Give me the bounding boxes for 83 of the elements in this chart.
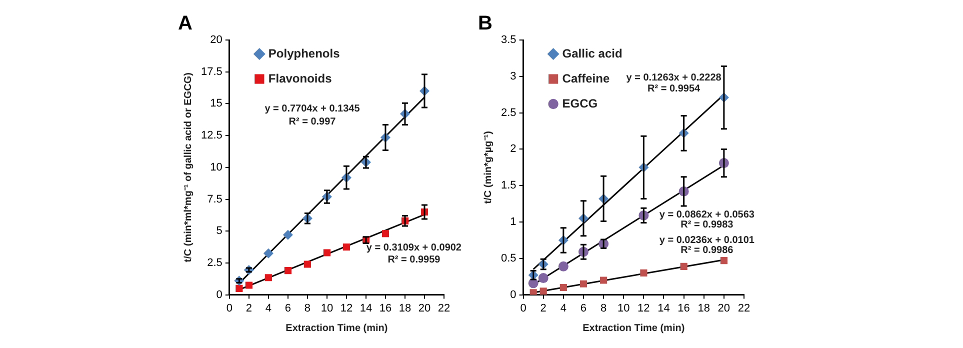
x-tick-label: 2 — [246, 302, 252, 314]
point — [264, 274, 272, 282]
point — [323, 249, 330, 256]
x-tick-label: 14 — [360, 302, 372, 314]
x-axis-title: Extraction Time (min) — [582, 322, 685, 334]
y-tick-label: 20 — [210, 34, 222, 46]
y-axis-title: t/C (min*ml*mg⁻¹ of gallic acid or EGCG) — [182, 72, 194, 262]
point — [580, 280, 588, 288]
x-tick-label: 0 — [520, 302, 526, 314]
annotation: R² = 0.9954 — [648, 83, 701, 94]
point — [560, 284, 567, 292]
point — [720, 257, 728, 264]
point — [245, 282, 252, 289]
x-tick-label: 22 — [438, 302, 450, 314]
point — [304, 260, 311, 268]
x-tick-label: 12 — [340, 302, 353, 314]
y-tick-label: 1.5 — [500, 180, 516, 192]
point — [244, 264, 254, 275]
x-tick-label: 10 — [320, 302, 334, 314]
x-tick-label: 16 — [379, 302, 392, 314]
y-tick-label: 1 — [510, 216, 516, 228]
y-tick-label: 2.5 — [207, 256, 222, 269]
y-tick-label: 0 — [216, 288, 222, 301]
chart-title: A — [178, 12, 192, 35]
y-tick-label: 15 — [210, 98, 222, 110]
annotation: y = 0.3109x + 0.0902 — [366, 242, 462, 254]
annotation: y = 0.7704x + 0.1345 — [264, 104, 360, 115]
y-tick-label: 3.5 — [500, 34, 516, 46]
x-tick-label: 2 — [540, 302, 546, 314]
x-tick-label: 20 — [418, 302, 431, 314]
point — [640, 269, 648, 276]
legend-label: Caffeine — [562, 71, 610, 86]
annotation: y = 0.0236x + 0.0101 — [659, 235, 755, 246]
x-tick-label: 14 — [658, 302, 670, 314]
x-tick-label: 8 — [600, 302, 607, 314]
point — [382, 230, 390, 238]
point — [600, 276, 608, 284]
x-tick-label: 16 — [678, 302, 690, 314]
x-axis-title: Extraction Time (min) — [286, 322, 388, 334]
x-tick-label: 18 — [698, 302, 710, 314]
x-tick-label: 12 — [638, 302, 650, 314]
y-tick-label: 3 — [510, 70, 516, 82]
annotation: R² = 0.9986 — [680, 245, 734, 256]
x-tick-label: 10 — [617, 302, 630, 314]
point — [236, 284, 243, 292]
x-tick-label: 4 — [560, 302, 566, 314]
point — [538, 273, 548, 284]
point — [530, 289, 537, 295]
point — [342, 243, 350, 251]
legend-label: EGCG — [562, 96, 598, 110]
legend-label: Polyphenols — [268, 46, 340, 60]
legend-label: Flavonoids — [268, 71, 332, 86]
x-tick-label: 0 — [226, 302, 232, 314]
y-tick-label: 7.5 — [207, 193, 222, 206]
legend-label: Gallic acid — [562, 46, 622, 60]
annotation: R² = 0.9983 — [680, 220, 734, 231]
point — [558, 261, 568, 272]
y-axis-title: t/C (min*g*µg⁻¹) — [482, 131, 494, 204]
x-tick-label: 4 — [265, 302, 272, 314]
y-tick-label: 0 — [510, 288, 516, 301]
x-tick-label: 22 — [738, 302, 750, 314]
x-tick-label: 6 — [284, 302, 291, 314]
point — [263, 248, 274, 258]
y-tick-label: 12.5 — [200, 130, 222, 142]
y-tick-label: 10 — [210, 161, 222, 174]
y-tick-label: 0.5 — [500, 252, 516, 264]
point — [282, 230, 293, 240]
annotation: y = 0.0862x + 0.0563 — [659, 210, 755, 221]
x-tick-label: 18 — [398, 302, 412, 314]
y-tick-label: 2 — [510, 143, 516, 156]
chart-title: B — [478, 12, 492, 35]
x-tick-label: 20 — [718, 302, 730, 314]
x-tick-label: 6 — [580, 302, 587, 314]
point — [284, 267, 292, 274]
y-tick-label: 17.5 — [200, 66, 222, 78]
annotation: R² = 0.997 — [288, 116, 336, 128]
annotation: R² = 0.9959 — [388, 254, 441, 266]
x-tick-label: 8 — [304, 302, 311, 314]
point — [540, 288, 547, 295]
y-tick-label: 5 — [216, 225, 222, 238]
annotation: y = 0.1263x + 0.2228 — [626, 72, 722, 84]
y-tick-label: 2.5 — [500, 106, 516, 119]
point — [680, 262, 688, 270]
